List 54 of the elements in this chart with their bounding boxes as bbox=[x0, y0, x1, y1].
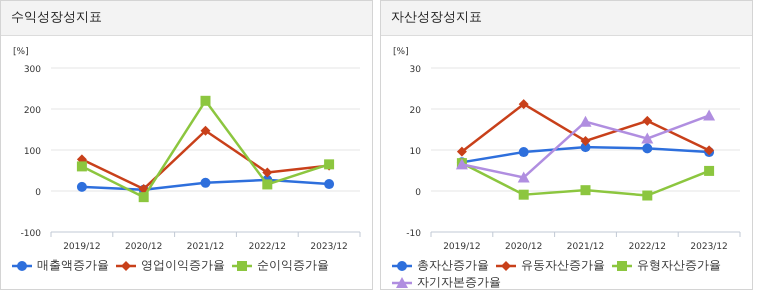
point bbox=[76, 182, 87, 192]
point bbox=[324, 179, 334, 190]
x-tick-label: 2020/12 bbox=[125, 242, 162, 252]
point bbox=[704, 166, 714, 176]
point bbox=[580, 185, 590, 196]
x-tick-label: 2022/12 bbox=[248, 242, 286, 252]
x-tick-label: 2020/12 bbox=[505, 242, 542, 252]
legend-label: 순이익증가율 bbox=[257, 257, 329, 274]
y-tick-label: -100 bbox=[20, 229, 42, 239]
legend-label: 매출액증가율 bbox=[37, 257, 109, 274]
y-tick-label: 300 bbox=[24, 65, 42, 75]
legend-label: 유형자산증가율 bbox=[637, 257, 721, 274]
legend-label: 영업이익증가율 bbox=[141, 257, 225, 274]
y-axis-title: [%] bbox=[393, 47, 409, 57]
point bbox=[456, 146, 467, 157]
point bbox=[518, 190, 529, 200]
point bbox=[200, 126, 210, 136]
chart-title: 자산성장성지표 bbox=[381, 1, 752, 36]
legend-label: 총자산증가율 bbox=[417, 257, 489, 274]
point bbox=[200, 178, 210, 188]
point bbox=[580, 136, 590, 146]
point bbox=[703, 110, 716, 121]
point bbox=[580, 116, 592, 127]
x-tick-label: 2022/12 bbox=[628, 242, 666, 252]
chart-title: 수익성장성지표 bbox=[1, 1, 372, 36]
point bbox=[642, 143, 652, 154]
y-axis-title: [%] bbox=[13, 47, 29, 57]
x-tick-label: 2023/12 bbox=[690, 242, 728, 252]
x-tick-label: 2019/12 bbox=[443, 242, 481, 252]
point bbox=[642, 190, 652, 201]
point bbox=[518, 99, 529, 110]
point bbox=[518, 147, 529, 158]
legend-label: 자기자본증가율 bbox=[417, 274, 501, 290]
x-tick-label: 2021/12 bbox=[566, 242, 604, 252]
x-tick-label: 2019/12 bbox=[63, 242, 101, 252]
point bbox=[262, 179, 272, 190]
legend-label: 유동자산증가율 bbox=[521, 257, 605, 274]
y-tick-label: 30 bbox=[410, 65, 422, 75]
point bbox=[262, 168, 272, 178]
y-tick-label: 0 bbox=[35, 188, 42, 198]
point bbox=[200, 96, 210, 106]
point bbox=[138, 192, 149, 202]
y-tick-label: 10 bbox=[410, 147, 422, 157]
x-tick-label: 2023/12 bbox=[310, 242, 348, 252]
y-tick-label: 20 bbox=[410, 106, 422, 116]
point bbox=[642, 116, 652, 126]
y-tick-label: 200 bbox=[24, 106, 42, 116]
y-tick-label: -10 bbox=[406, 229, 422, 239]
point bbox=[641, 132, 654, 144]
point bbox=[76, 161, 87, 172]
x-tick-label: 2021/12 bbox=[186, 242, 224, 252]
y-tick-label: 100 bbox=[24, 147, 42, 157]
y-tick-label: 0 bbox=[415, 188, 422, 198]
point bbox=[518, 171, 530, 182]
